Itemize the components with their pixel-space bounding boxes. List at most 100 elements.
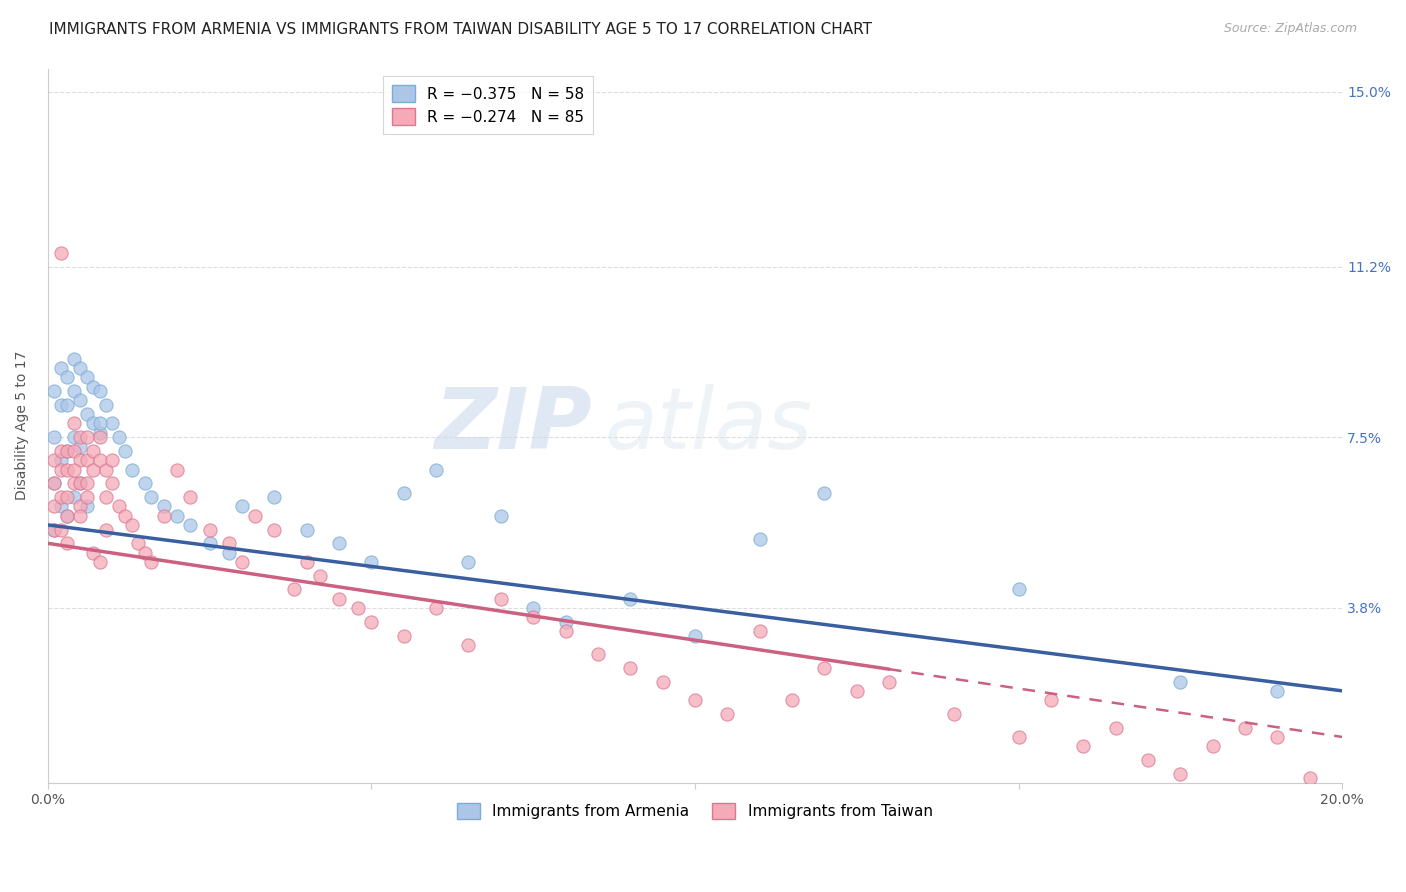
Point bbox=[56, 444, 79, 458]
Point bbox=[56, 462, 79, 476]
Point bbox=[69, 393, 91, 408]
Point bbox=[218, 545, 240, 559]
Point bbox=[813, 661, 835, 675]
Point bbox=[89, 417, 111, 431]
Point bbox=[44, 384, 66, 399]
Point bbox=[347, 600, 370, 615]
Point bbox=[360, 555, 382, 569]
Point bbox=[62, 417, 84, 431]
Point bbox=[49, 500, 72, 514]
Point bbox=[1007, 730, 1029, 744]
Point bbox=[76, 500, 98, 514]
Point bbox=[62, 351, 84, 366]
Point bbox=[94, 462, 117, 476]
Point bbox=[101, 417, 124, 431]
Point bbox=[522, 600, 544, 615]
Point bbox=[1136, 753, 1159, 767]
Point bbox=[94, 398, 117, 412]
Point bbox=[49, 361, 72, 376]
Point bbox=[44, 523, 66, 537]
Point bbox=[62, 444, 84, 458]
Point bbox=[457, 638, 479, 652]
Point bbox=[44, 523, 66, 537]
Point bbox=[166, 508, 188, 523]
Point bbox=[153, 508, 176, 523]
Point bbox=[49, 246, 72, 260]
Point bbox=[134, 545, 156, 559]
Point bbox=[62, 430, 84, 444]
Point bbox=[89, 425, 111, 440]
Point bbox=[179, 517, 201, 532]
Point bbox=[121, 462, 143, 476]
Point bbox=[716, 706, 738, 721]
Text: ZIP: ZIP bbox=[434, 384, 592, 467]
Point bbox=[49, 462, 72, 476]
Point bbox=[89, 555, 111, 569]
Point bbox=[425, 600, 447, 615]
Point bbox=[76, 476, 98, 491]
Point bbox=[121, 517, 143, 532]
Point bbox=[392, 628, 415, 642]
Point bbox=[263, 523, 285, 537]
Point bbox=[141, 490, 163, 504]
Point bbox=[69, 500, 91, 514]
Y-axis label: Disability Age 5 to 17: Disability Age 5 to 17 bbox=[15, 351, 30, 500]
Point bbox=[108, 500, 131, 514]
Point bbox=[56, 508, 79, 523]
Point bbox=[89, 430, 111, 444]
Point bbox=[44, 476, 66, 491]
Point bbox=[619, 661, 641, 675]
Point bbox=[56, 508, 79, 523]
Point bbox=[243, 508, 266, 523]
Point bbox=[56, 370, 79, 384]
Point bbox=[82, 462, 104, 476]
Point bbox=[619, 591, 641, 606]
Point bbox=[82, 545, 104, 559]
Point bbox=[877, 674, 900, 689]
Point bbox=[49, 398, 72, 412]
Point bbox=[62, 384, 84, 399]
Point bbox=[328, 591, 350, 606]
Point bbox=[1170, 674, 1192, 689]
Point bbox=[328, 536, 350, 550]
Point bbox=[44, 500, 66, 514]
Point bbox=[153, 500, 176, 514]
Point bbox=[69, 476, 91, 491]
Point bbox=[56, 536, 79, 550]
Point bbox=[44, 453, 66, 467]
Point bbox=[89, 384, 111, 399]
Point bbox=[76, 370, 98, 384]
Point bbox=[308, 568, 330, 582]
Point bbox=[942, 706, 965, 721]
Point bbox=[554, 615, 576, 629]
Point bbox=[1267, 683, 1289, 698]
Point bbox=[49, 523, 72, 537]
Point bbox=[101, 453, 124, 467]
Point bbox=[62, 476, 84, 491]
Point bbox=[295, 523, 318, 537]
Point bbox=[198, 523, 221, 537]
Point bbox=[114, 508, 136, 523]
Point bbox=[489, 591, 512, 606]
Point bbox=[1267, 730, 1289, 744]
Point bbox=[56, 444, 79, 458]
Point bbox=[231, 555, 253, 569]
Point bbox=[108, 430, 131, 444]
Point bbox=[69, 430, 91, 444]
Point bbox=[586, 647, 609, 661]
Point bbox=[1170, 767, 1192, 781]
Point bbox=[166, 462, 188, 476]
Point bbox=[141, 555, 163, 569]
Point bbox=[748, 532, 770, 546]
Point bbox=[69, 508, 91, 523]
Point bbox=[94, 490, 117, 504]
Point bbox=[62, 462, 84, 476]
Point bbox=[198, 536, 221, 550]
Point bbox=[489, 508, 512, 523]
Point bbox=[76, 453, 98, 467]
Point bbox=[101, 476, 124, 491]
Point bbox=[89, 453, 111, 467]
Text: Source: ZipAtlas.com: Source: ZipAtlas.com bbox=[1223, 22, 1357, 36]
Point bbox=[56, 490, 79, 504]
Text: IMMIGRANTS FROM ARMENIA VS IMMIGRANTS FROM TAIWAN DISABILITY AGE 5 TO 17 CORRELA: IMMIGRANTS FROM ARMENIA VS IMMIGRANTS FR… bbox=[49, 22, 872, 37]
